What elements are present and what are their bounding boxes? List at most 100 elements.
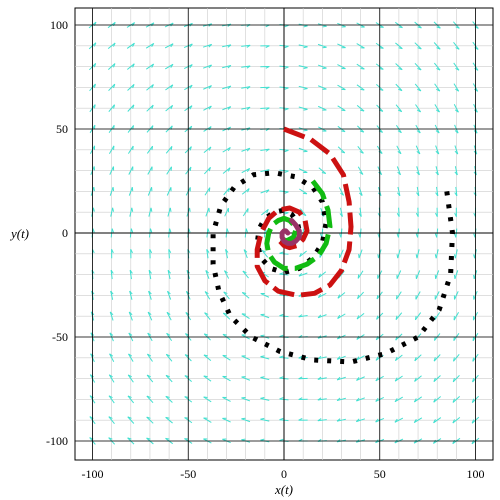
field-arrowhead (167, 269, 171, 274)
field-arrow (203, 64, 212, 69)
field-arrow (394, 417, 404, 423)
field-arrowhead (358, 192, 363, 196)
field-arrowhead (149, 249, 153, 254)
field-arrowhead (375, 377, 379, 382)
field-arrow (299, 250, 307, 258)
field-arrowhead (337, 314, 341, 319)
field-arrowhead (279, 438, 284, 442)
field-arrowhead (146, 416, 151, 419)
field-arrowhead (132, 104, 135, 109)
field-arrow (396, 145, 402, 155)
field-arrow (147, 311, 153, 321)
field-arrowhead (298, 314, 303, 318)
field-arrowhead (317, 418, 322, 422)
field-arrowhead (208, 167, 211, 172)
field-arrow (415, 145, 421, 155)
field-arrowhead (356, 377, 360, 381)
field-arrow (433, 375, 441, 383)
field-arrowhead (208, 146, 212, 151)
field-arrowhead (415, 233, 419, 238)
field-arrow (165, 146, 173, 154)
field-arrow (358, 249, 363, 259)
field-arrow (337, 146, 346, 154)
field-arrowhead (473, 274, 475, 279)
field-arrowhead (414, 356, 417, 362)
field-arrowhead (398, 88, 403, 92)
field-arrow (396, 291, 402, 300)
y-tick-label: -100 (46, 434, 68, 448)
field-arrow (337, 64, 346, 70)
field-arrowhead (396, 233, 399, 238)
field-arrowhead (128, 353, 133, 357)
field-arrow (203, 105, 212, 111)
field-arrow (241, 376, 251, 381)
field-arrow (435, 270, 440, 280)
y-tick-label: 0 (62, 226, 68, 240)
field-arrow (318, 292, 327, 298)
field-arrowhead (321, 172, 326, 174)
field-arrow (336, 418, 346, 422)
field-arrowhead (416, 109, 421, 113)
field-arrowhead (394, 418, 398, 423)
field-arrowhead (398, 26, 403, 29)
field-arrowhead (433, 377, 436, 382)
field-arrow (395, 354, 403, 362)
field-arrow (415, 270, 421, 279)
field-arrowhead (265, 66, 270, 69)
field-arrow (126, 42, 135, 49)
field-arrowhead (205, 270, 210, 274)
field-arrowhead (184, 417, 189, 419)
field-arrow (145, 63, 154, 70)
field-arrowhead (207, 228, 210, 233)
field-arrow (222, 354, 231, 361)
field-arrowhead (203, 354, 208, 357)
field-arrowhead (227, 187, 230, 192)
field-arrow (147, 187, 153, 196)
field-arrow (127, 374, 134, 383)
field-arrow (436, 186, 439, 196)
field-arrow (243, 249, 248, 259)
field-arrowhead (127, 416, 132, 419)
field-arrow (318, 271, 327, 278)
field-arrowhead (170, 63, 174, 68)
field-arrowhead (279, 272, 284, 275)
field-arrowhead (224, 270, 228, 274)
y-tick-label: 100 (50, 18, 68, 32)
field-arrowhead (132, 22, 136, 27)
field-arrowhead (108, 395, 113, 399)
field-arrow (356, 312, 365, 320)
field-arrowhead (473, 233, 476, 238)
field-arrowhead (454, 130, 459, 134)
field-arrow (454, 270, 459, 280)
field-arrowhead (129, 269, 133, 274)
field-arrowhead (436, 88, 441, 92)
field-arrow (318, 167, 327, 174)
field-arrowhead (302, 213, 307, 217)
field-arrowhead (279, 417, 284, 421)
field-arrowhead (208, 105, 212, 110)
y-tick-label: -50 (52, 330, 68, 344)
field-arrowhead (265, 86, 270, 90)
field-arrow (260, 397, 270, 401)
field-arrowhead (436, 67, 441, 71)
field-arrowhead (376, 294, 379, 300)
field-arrowhead (242, 270, 247, 274)
field-arrowhead (204, 333, 209, 336)
x-tick-label: 0 (281, 467, 287, 481)
field-arrow (454, 291, 459, 300)
field-arrowhead (266, 209, 269, 214)
field-arrow (298, 106, 308, 110)
field-arrowhead (132, 84, 135, 89)
field-arrowhead (284, 108, 289, 111)
field-arrow (453, 83, 460, 92)
field-arrowhead (129, 290, 133, 295)
field-arrow (148, 270, 152, 280)
field-arrowhead (279, 251, 284, 254)
field-arrowhead (435, 130, 440, 134)
field-arrow (241, 313, 250, 320)
field-arrowhead (396, 254, 399, 259)
field-arrowhead (111, 228, 114, 233)
field-arrow (415, 291, 421, 300)
field-arrowhead (279, 397, 284, 400)
field-arrow (260, 107, 270, 109)
